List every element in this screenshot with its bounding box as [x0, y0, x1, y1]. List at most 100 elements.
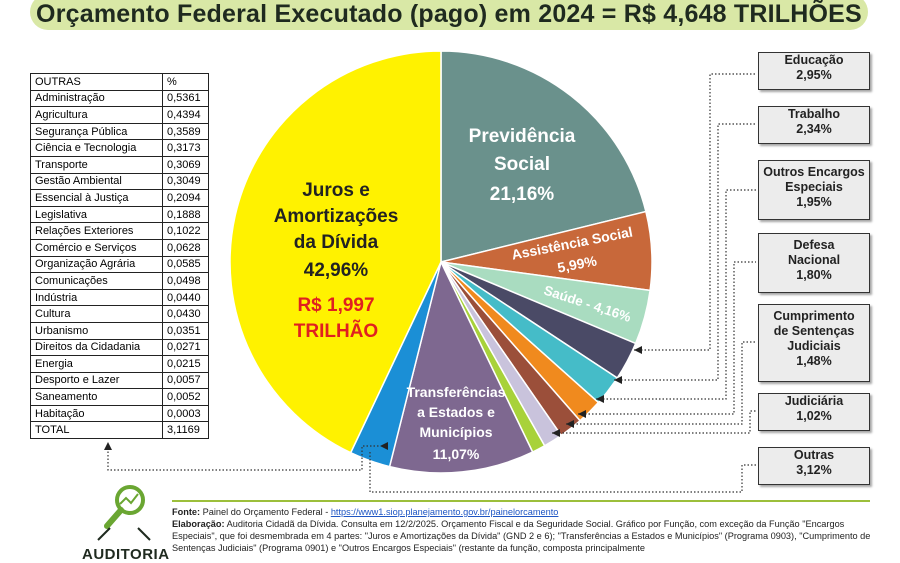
table-row: Ciência e Tecnologia 0,3173	[30, 139, 209, 157]
callout-defesa-name2: Nacional	[787, 253, 841, 267]
table-cell-value: 0,0057	[162, 371, 209, 390]
transferencias-label-line1: Transferências	[407, 384, 506, 400]
logo-text: AUDITORIA	[82, 546, 170, 563]
juros-label-line2: Amortizações	[274, 206, 399, 227]
pie-slice	[388, 259, 534, 474]
callout-trabalho-name: Trabalho	[787, 107, 841, 121]
callout-sentencas-name1: Cumprimento	[773, 309, 855, 323]
callout-sentencas-name2: de Sentenças	[773, 324, 855, 338]
callout-encargos-name1: Outros Encargos	[763, 165, 865, 179]
previdencia-label-line2: Social	[494, 154, 550, 175]
leader-arrowhead	[578, 410, 586, 418]
callout-trabalho-pct: 2,34%	[796, 122, 832, 136]
previdencia-label-line1: Previdência	[469, 126, 576, 147]
callout-educacao-pct: 2,95%	[796, 68, 832, 82]
table-row: Legislativa 0,1888	[30, 205, 209, 224]
table-cell-value: 0,3069	[162, 155, 209, 174]
outras-table: OUTRAS % Administração 0,5361 Agricultura 0…	[30, 73, 209, 440]
leader-line	[566, 341, 756, 425]
leader-arrowhead	[566, 420, 574, 428]
table-cell-name: Urbanismo	[30, 321, 163, 340]
table-row: Energia 0,0215	[30, 355, 209, 373]
callout-encargos: Outros Encargos Especiais 1,95%	[758, 160, 870, 220]
leader-arrowhead	[552, 429, 560, 437]
table-total-name: TOTAL	[30, 421, 163, 440]
table-total-row: TOTAL 3,1169	[30, 421, 209, 440]
table-cell-name: Ciência e Tecnologia	[30, 139, 163, 157]
callout-sentencas-name3: Judiciais	[787, 339, 841, 353]
callout-encargos-pct: 1,95%	[796, 195, 832, 209]
footer-elab-label: Elaboração:	[172, 519, 225, 529]
callout-encargos-name2: Especiais	[785, 180, 843, 194]
transferencias-pct-label: 11,07%	[433, 446, 480, 462]
table-cell-name: Saneamento	[30, 388, 163, 406]
footer-rule	[172, 500, 870, 502]
auditoria-logo-icon	[97, 485, 151, 541]
juros-pct-label: 42,96%	[304, 260, 369, 281]
callout-trabalho: Trabalho 2,34%	[758, 106, 870, 144]
leader-arrowhead	[380, 442, 388, 450]
pie-slice	[229, 50, 442, 454]
callout-defesa: Defesa Nacional 1,80%	[758, 233, 870, 293]
table-cell-name: Relações Exteriores	[30, 222, 163, 240]
callout-judiciaria-pct: 1,02%	[796, 409, 832, 423]
callout-defesa-pct: 1,80%	[796, 268, 832, 282]
leader-arrowhead	[596, 395, 604, 403]
footer-fonte-label: Fonte:	[172, 507, 201, 517]
table-cell-value: 0,1022	[162, 222, 209, 240]
leader-arrowhead	[634, 346, 642, 354]
table-row: Desporto e Lazer 0,0057	[30, 371, 209, 390]
table-cell-name: Energia	[30, 355, 163, 373]
pie-chart: Juros e Amortizações da Dívida 42,96% R$…	[104, 50, 756, 493]
table-header-row: OUTRAS %	[30, 73, 209, 91]
table-cell-name: Comércio e Serviços	[30, 238, 163, 257]
table-cell-value: 0,2094	[162, 189, 209, 207]
table-row: Comunicações 0,0498	[30, 272, 209, 290]
leader-line	[634, 73, 756, 351]
callout-educacao-name: Educação	[784, 53, 844, 67]
footer-elab-text: Auditoria Cidadã da Dívida. Consulta em …	[172, 519, 871, 553]
table-cell-value: 0,0628	[162, 238, 209, 257]
leader-arrowhead	[104, 442, 112, 450]
table-row: Gestão Ambiental 0,3049	[30, 172, 209, 191]
juros-value-label-line2: TRILHÃO	[294, 320, 378, 342]
callout-defesa-name1: Defesa	[793, 238, 835, 252]
table-row: Relações Exteriores 0,1022	[30, 222, 209, 240]
footer-elaboracao: Elaboração: Auditoria Cidadã da Dívida. …	[172, 518, 872, 554]
table-row: Direitos da Cidadania 0,0271	[30, 338, 209, 357]
table-total-value: 3,1169	[162, 421, 209, 440]
footer-fonte-link[interactable]: https://www1.siop.planejamento.gov.br/pa…	[330, 507, 559, 517]
callout-sentencas: Cumprimento de Sentenças Judiciais 1,48%	[758, 304, 870, 382]
table-row: Comércio e Serviços 0,0628	[30, 238, 209, 257]
table-row: Essencial à Justiça 0,2094	[30, 189, 209, 207]
callout-educacao: Educação 2,95%	[758, 52, 870, 90]
table-cell-value: 0,0585	[162, 255, 209, 274]
previdencia-pct-label: 21,16%	[490, 184, 555, 205]
chart-title: Orçamento Federal Executado (pago) em 20…	[36, 0, 862, 28]
table-header-name: OUTRAS	[30, 73, 163, 91]
callout-judiciaria-name: Judiciária	[784, 394, 844, 408]
table-cell-value: 0,0351	[162, 321, 209, 340]
pie-slice	[440, 50, 647, 263]
juros-value-label-line1: R$ 1,997	[297, 295, 374, 316]
transferencias-label-line2: a Estados e	[417, 404, 495, 420]
callout-outras: Outras 3,12%	[758, 447, 870, 485]
callout-judiciaria: Judiciária 1,02%	[758, 393, 870, 431]
title-banner: Orçamento Federal Executado (pago) em 20…	[30, 0, 868, 30]
callout-sentencas-pct: 1,48%	[796, 354, 832, 368]
table-body: Administração 0,5361 Agricultura 0,4394 Segu…	[30, 89, 209, 440]
transferencias-label-line3: Municípios	[419, 424, 492, 440]
assistencia-pct-label: 5,99%	[556, 252, 599, 275]
leader-line	[107, 445, 380, 471]
table-cell-name: Essencial à Justiça	[30, 189, 163, 207]
footer: Fonte: Painel do Orçamento Federal - htt…	[172, 500, 872, 554]
leader-lines	[104, 73, 756, 493]
callout-outras-pct: 3,12%	[796, 463, 832, 477]
table-cell-value: 0,5361	[162, 89, 209, 108]
footer-fonte: Fonte: Painel do Orçamento Federal - htt…	[172, 500, 872, 518]
table-cell-name: Gestão Ambiental	[30, 172, 163, 191]
footer-fonte-text: Painel do Orçamento Federal -	[200, 507, 331, 517]
juros-label-line3: da Dívida	[294, 232, 379, 253]
table-cell-value: 0,3589	[162, 122, 209, 141]
leader-line	[596, 189, 756, 400]
